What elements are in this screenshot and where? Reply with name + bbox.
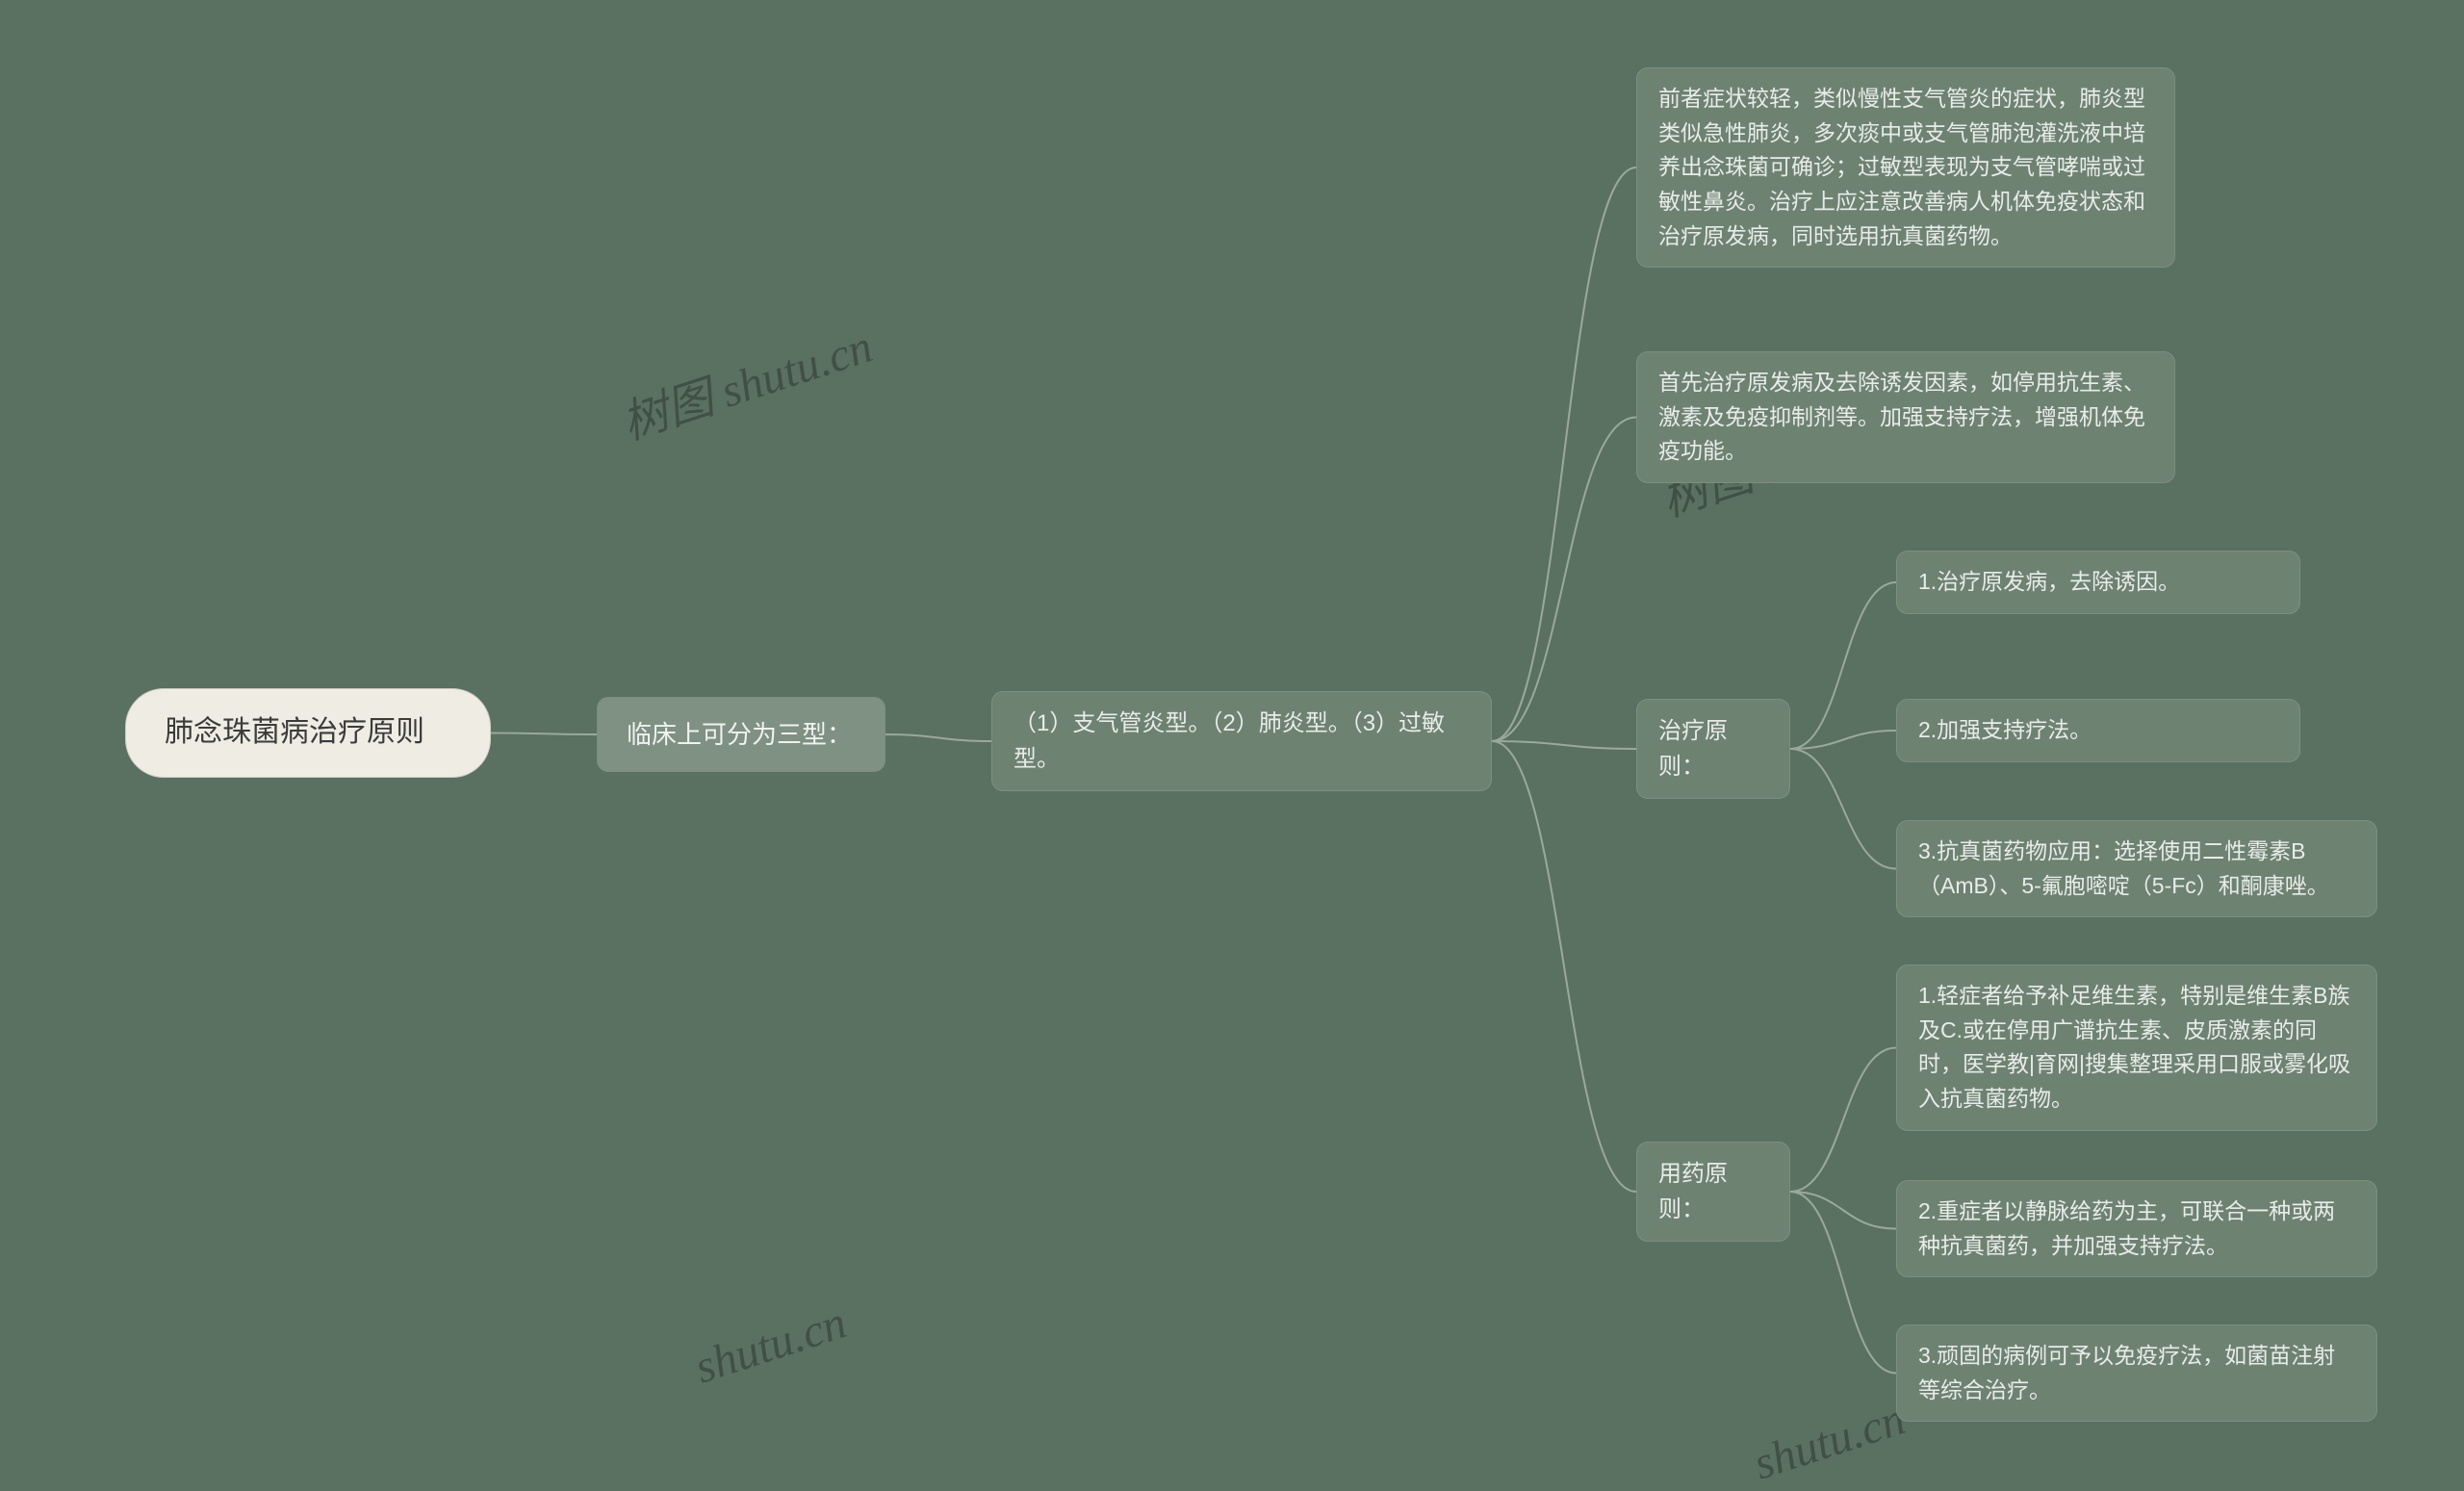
node-desc-symptoms[interactable]: 前者症状较轻，类似慢性支气管炎的症状，肺炎型类似急性肺炎，多次痰中或支气管肺泡灌… bbox=[1636, 67, 2175, 268]
node-level1[interactable]: 临床上可分为三型： bbox=[597, 697, 886, 772]
node-medication-3[interactable]: 3.顽固的病例可予以免疫疗法，如菌苗注射等综合治疗。 bbox=[1896, 1324, 2377, 1422]
node-medication-2[interactable]: 2.重症者以静脉给药为主，可联合一种或两种抗真菌药，并加强支持疗法。 bbox=[1896, 1180, 2377, 1277]
node-medication-1[interactable]: 1.轻症者给予补足维生素，特别是维生素B族及C.或在停用广谱抗生素、皮质激素的同… bbox=[1896, 964, 2377, 1131]
node-level2-types[interactable]: （1）支气管炎型。（2）肺炎型。（3）过敏型。 bbox=[991, 691, 1492, 791]
node-treatment-3[interactable]: 3.抗真菌药物应用：选择使用二性霉素B（AmB）、5-氟胞嘧啶（5-Fc）和酮康… bbox=[1896, 820, 2377, 917]
node-treatment-2[interactable]: 2.加强支持疗法。 bbox=[1896, 699, 2300, 762]
node-root[interactable]: 肺念珠菌病治疗原则 bbox=[125, 688, 491, 778]
watermark: shutu.cn bbox=[1747, 1392, 1911, 1490]
node-desc-primary[interactable]: 首先治疗原发病及去除诱发因素，如停用抗生素、激素及免疫抑制剂等。加强支持疗法，增… bbox=[1636, 351, 2175, 483]
watermark: shutu.cn bbox=[688, 1296, 852, 1394]
node-treatment-1[interactable]: 1.治疗原发病，去除诱因。 bbox=[1896, 551, 2300, 614]
node-medication-principle[interactable]: 用药原则： bbox=[1636, 1142, 1790, 1242]
node-treatment-principle[interactable]: 治疗原则： bbox=[1636, 699, 1790, 799]
watermark: 树图 shutu.cn bbox=[612, 308, 880, 452]
